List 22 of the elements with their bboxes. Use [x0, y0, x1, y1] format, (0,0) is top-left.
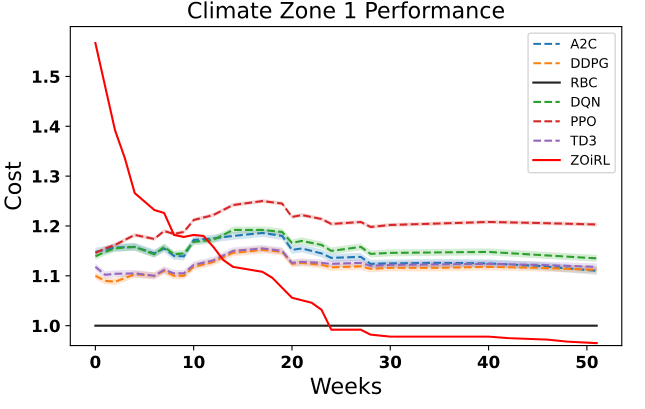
y-tick-label: 1.5 — [32, 70, 60, 83]
y-tick-label: 1.0 — [32, 320, 60, 332]
x-tick-label: 20 — [282, 356, 303, 368]
x-tick-label: 0 — [90, 356, 100, 368]
chart-title: Climate Zone 1 Performance — [188, 1, 504, 19]
legend-label: DDPG — [572, 58, 608, 68]
legend-label: RBC — [572, 77, 597, 88]
legend-label: TD3 — [570, 136, 596, 146]
y-tick-label: 1.4 — [32, 120, 60, 133]
legend-label: A2C — [570, 38, 596, 49]
legend-label: DQN — [572, 96, 600, 108]
x-tick-label: 10 — [184, 356, 204, 368]
y-tick-label: 1.2 — [32, 220, 60, 232]
x-tick-label: 50 — [576, 356, 598, 368]
x-tick-label: 30 — [380, 356, 402, 368]
y-tick-label: 1.1 — [32, 270, 60, 282]
legend-label: PPO — [572, 116, 596, 126]
y-axis-title: Cost — [4, 162, 22, 210]
x-tick-label: 40 — [478, 356, 500, 368]
x-axis-title: Weeks — [310, 377, 382, 394]
legend-label: ZOiRL — [570, 154, 610, 165]
y-tick-label: 1.3 — [32, 170, 60, 183]
